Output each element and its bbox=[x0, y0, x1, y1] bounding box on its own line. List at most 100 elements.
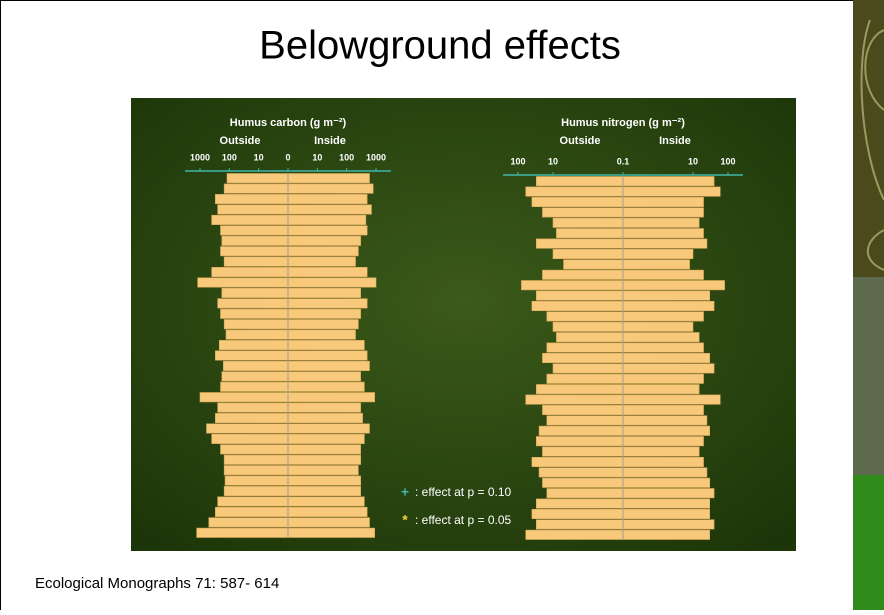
bar-outside bbox=[542, 270, 623, 279]
bar-inside bbox=[623, 385, 699, 394]
bar-outside bbox=[532, 197, 623, 206]
x-tick-label: 100 bbox=[720, 156, 735, 166]
bar-outside bbox=[542, 208, 623, 217]
bar-inside bbox=[288, 278, 376, 287]
legend-label: : effect at p = 0.05 bbox=[415, 513, 512, 527]
bar-outside bbox=[224, 320, 288, 329]
bar-outside bbox=[547, 343, 623, 352]
bar-inside bbox=[623, 530, 710, 539]
bar-inside bbox=[623, 301, 714, 310]
bar-inside bbox=[623, 405, 704, 414]
legend-label: : effect at p = 0.10 bbox=[415, 485, 512, 499]
bar-inside bbox=[288, 403, 361, 412]
bar-outside bbox=[536, 437, 623, 446]
bar-inside bbox=[288, 340, 364, 349]
bar-outside bbox=[547, 374, 623, 383]
bar-outside bbox=[547, 489, 623, 498]
bar-outside bbox=[224, 466, 288, 475]
bar-inside bbox=[623, 187, 720, 196]
bar-outside bbox=[224, 486, 288, 495]
bar-outside bbox=[542, 478, 623, 487]
bar-outside bbox=[536, 239, 623, 248]
bar-inside bbox=[623, 260, 690, 269]
x-tick-label: 10 bbox=[312, 152, 322, 162]
bar-outside bbox=[200, 393, 288, 402]
bar-inside bbox=[288, 518, 369, 527]
bar-outside bbox=[224, 455, 288, 464]
bar-outside bbox=[536, 499, 623, 508]
bar-outside bbox=[536, 385, 623, 394]
bar-inside bbox=[623, 468, 707, 477]
bar-outside bbox=[547, 416, 623, 425]
bar-inside bbox=[288, 361, 369, 370]
citation: Ecological Monographs 71: 587- 614 bbox=[35, 575, 279, 592]
bar-outside bbox=[218, 205, 288, 214]
bar-inside bbox=[623, 416, 707, 425]
bar-outside bbox=[553, 249, 623, 258]
bar-outside bbox=[222, 236, 288, 245]
bar-inside bbox=[623, 343, 704, 352]
chart-title: Humus carbon (g m⁻²) bbox=[230, 117, 347, 129]
bar-inside bbox=[288, 413, 363, 422]
bar-inside bbox=[288, 424, 369, 433]
bar-outside bbox=[532, 301, 623, 310]
x-tick-label: 100 bbox=[222, 152, 237, 162]
bar-outside bbox=[224, 257, 288, 266]
bar-outside bbox=[539, 468, 623, 477]
bar-outside bbox=[542, 353, 623, 362]
bar-outside bbox=[553, 364, 623, 373]
bar-outside bbox=[521, 281, 623, 290]
bar-inside bbox=[288, 184, 373, 193]
bar-inside bbox=[623, 478, 710, 487]
bar-outside bbox=[215, 507, 288, 516]
bar-inside bbox=[288, 226, 367, 235]
bar-outside bbox=[536, 291, 623, 300]
bar-outside bbox=[219, 340, 288, 349]
bar-inside bbox=[623, 353, 710, 362]
bar-inside bbox=[288, 372, 361, 381]
bar-inside bbox=[623, 364, 714, 373]
bar-inside bbox=[288, 330, 355, 339]
bar-inside bbox=[288, 455, 361, 464]
bar-outside bbox=[556, 333, 623, 342]
bar-inside bbox=[288, 497, 364, 506]
bar-inside bbox=[288, 528, 375, 537]
bar-inside bbox=[623, 499, 710, 508]
bar-outside bbox=[215, 413, 288, 422]
legend-symbol: * bbox=[402, 512, 408, 528]
x-tick-label: 10 bbox=[548, 156, 558, 166]
bar-inside bbox=[288, 434, 364, 443]
bar-outside bbox=[556, 229, 623, 238]
bar-inside bbox=[623, 239, 707, 248]
bar-inside bbox=[288, 299, 367, 308]
bar-inside bbox=[288, 320, 358, 329]
bar-outside bbox=[218, 403, 288, 412]
bar-outside bbox=[532, 509, 623, 518]
bar-outside bbox=[553, 322, 623, 331]
bar-inside bbox=[623, 520, 714, 529]
bar-outside bbox=[526, 530, 623, 539]
bar-outside bbox=[221, 309, 288, 318]
page: Belowground effects Ecological Monograph… bbox=[0, 0, 884, 610]
bar-inside bbox=[623, 218, 699, 227]
bar-inside bbox=[623, 249, 693, 258]
bar-inside bbox=[623, 447, 699, 456]
bar-inside bbox=[288, 466, 358, 475]
bar-inside bbox=[623, 281, 725, 290]
bar-inside bbox=[288, 309, 361, 318]
bar-outside bbox=[212, 434, 288, 443]
bar-outside bbox=[532, 457, 623, 466]
bar-inside bbox=[623, 395, 720, 404]
bar-outside bbox=[209, 518, 288, 527]
bar-outside bbox=[564, 260, 623, 269]
bar-inside bbox=[288, 257, 355, 266]
bar-inside bbox=[288, 393, 375, 402]
bar-outside bbox=[218, 299, 288, 308]
bar-outside bbox=[542, 447, 623, 456]
bar-inside bbox=[288, 194, 367, 203]
bar-outside bbox=[526, 187, 623, 196]
bar-inside bbox=[288, 507, 367, 516]
bar-inside bbox=[623, 322, 693, 331]
bar-outside bbox=[221, 382, 288, 391]
bar-inside bbox=[288, 215, 366, 224]
